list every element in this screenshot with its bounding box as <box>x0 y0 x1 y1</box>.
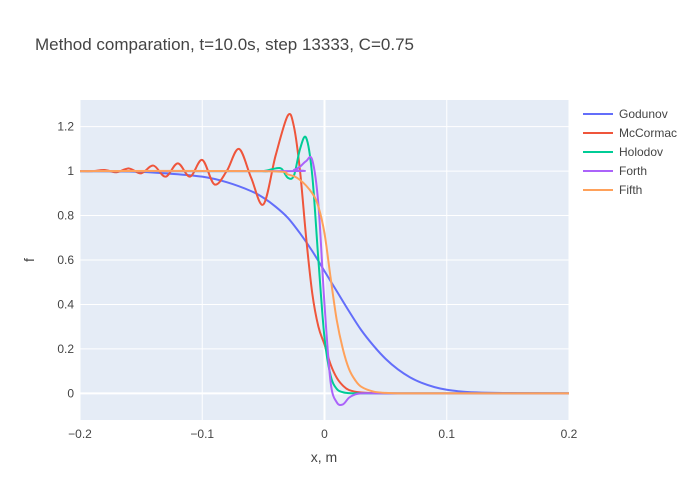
legend-label: Holodov <box>619 145 663 159</box>
y-tick-label: 1.2 <box>57 120 74 134</box>
legend-item-holodov[interactable]: Holodov <box>583 145 663 159</box>
x-tick-label: −0.2 <box>68 427 92 441</box>
legend-label: Forth <box>619 164 647 178</box>
series-line-fifth[interactable] <box>80 169 569 395</box>
x-axis-label: x, m <box>311 449 337 465</box>
y-tick-label: 1 <box>67 164 74 178</box>
series-line-forth[interactable] <box>80 155 569 407</box>
y-tick-label: 0.8 <box>57 209 74 223</box>
x-tick-label: −0.1 <box>190 427 214 441</box>
x-tick-label: 0 <box>321 427 328 441</box>
legend-label: Fifth <box>619 183 642 197</box>
legend-label: McCormac <box>619 126 677 140</box>
y-tick-label: 0.2 <box>57 342 74 356</box>
y-tick-label: 0.6 <box>57 253 74 267</box>
x-tick-label: 0.1 <box>438 427 455 441</box>
y-axis-label: f <box>21 258 37 262</box>
x-tick-label: 0.2 <box>561 427 578 441</box>
legend-item-mccormac[interactable]: McCormac <box>583 126 677 140</box>
chart-title: Method comparation, t=10.0s, step 13333,… <box>35 35 414 54</box>
y-tick-label: 0 <box>67 386 74 400</box>
legend-item-godunov[interactable]: Godunov <box>583 107 668 121</box>
legend-item-fifth[interactable]: Fifth <box>583 183 642 197</box>
legend-label: Godunov <box>619 107 668 121</box>
series-line-mccormac[interactable] <box>80 112 569 395</box>
series-lines <box>80 112 569 407</box>
plot-area: −0.2 −0.1 0 0.1 0.2 0 0.2 0.4 0.6 0.8 1 1.2 <box>57 100 578 441</box>
legend-item-forth[interactable]: Forth <box>583 164 647 178</box>
y-tick-label: 0.4 <box>57 297 74 311</box>
series-line-godunov[interactable] <box>80 170 569 395</box>
legend[interactable]: Godunov McCormac Holodov Forth Fifth <box>583 107 677 197</box>
